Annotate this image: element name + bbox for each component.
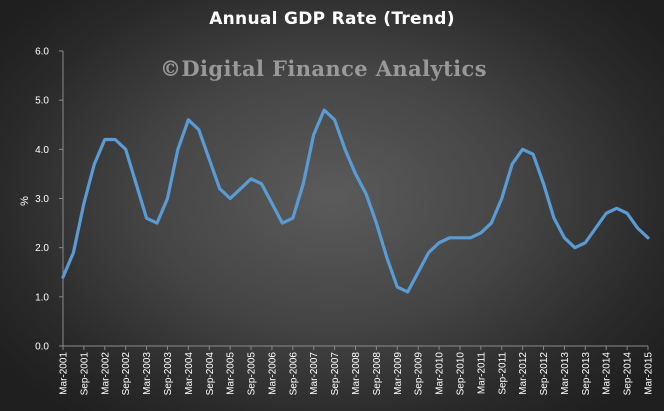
x-tick-label: Mar-2007 — [309, 352, 320, 395]
y-tick-label: 1.0 — [35, 292, 49, 303]
x-tick-label: Sep-2004 — [205, 352, 216, 396]
x-tick-label: Sep-2009 — [414, 352, 425, 396]
x-tick-label: Sep-2002 — [121, 352, 132, 396]
x-tick-label: Mar-2002 — [100, 352, 111, 395]
x-tick-label: Mar-2008 — [351, 352, 362, 395]
x-tick-labels: Mar-2001 Sep-2001 Mar-2002 Sep-2002 Mar-2003… — [59, 346, 655, 395]
y-tick-labels: 0.0 1.0 2.0 3.0 4.0 5.0 6.0 — [35, 47, 63, 353]
series-group — [61, 108, 650, 294]
y-axis-label: % — [19, 196, 31, 206]
x-tick-label: Sep-2003 — [163, 352, 174, 396]
x-tick-label: Mar-2006 — [267, 352, 278, 395]
x-tick-label: Sep-2012 — [539, 352, 550, 396]
x-tick-label: Mar-2011 — [476, 352, 487, 394]
x-tick-label: Sep-2013 — [581, 352, 592, 396]
x-tick-label: Mar-2010 — [435, 352, 446, 395]
y-tick-label: 6.0 — [35, 47, 49, 58]
x-tick-label: Mar-2015 — [644, 352, 655, 395]
x-tick-label: Sep-2010 — [455, 352, 466, 396]
x-tick-label: Sep-2005 — [247, 352, 258, 396]
x-tick-label: Mar-2012 — [518, 352, 529, 395]
chart-title: Annual GDP Rate (Trend) — [209, 9, 455, 29]
x-tick-label: Mar-2005 — [226, 352, 237, 395]
x-tick-label: Sep-2008 — [372, 352, 383, 396]
watermark: ©Digital Finance Analytics — [160, 56, 487, 81]
gdp-rate-line — [61, 108, 650, 294]
x-tick-label: Mar-2014 — [602, 352, 613, 395]
y-tick-label: 4.0 — [35, 145, 49, 156]
y-tick-label: 2.0 — [35, 243, 49, 254]
x-tick-label: Mar-2003 — [142, 352, 153, 395]
x-tick-label: Mar-2013 — [560, 352, 571, 395]
axes — [62, 51, 648, 347]
y-tick-label: 0.0 — [35, 342, 49, 353]
x-tick-label: Mar-2001 — [59, 352, 70, 395]
x-tick-label: Sep-2011 — [497, 352, 508, 395]
x-tick-label: Sep-2014 — [623, 352, 634, 396]
x-tick-label: Sep-2006 — [288, 352, 299, 396]
x-tick-label: Mar-2004 — [184, 352, 195, 395]
y-tick-label: 3.0 — [35, 194, 49, 205]
x-tick-label: Sep-2007 — [330, 352, 341, 396]
x-tick-label: Sep-2001 — [79, 352, 90, 396]
y-tick-label: 5.0 — [35, 96, 49, 107]
x-tick-label: Mar-2009 — [393, 352, 404, 395]
